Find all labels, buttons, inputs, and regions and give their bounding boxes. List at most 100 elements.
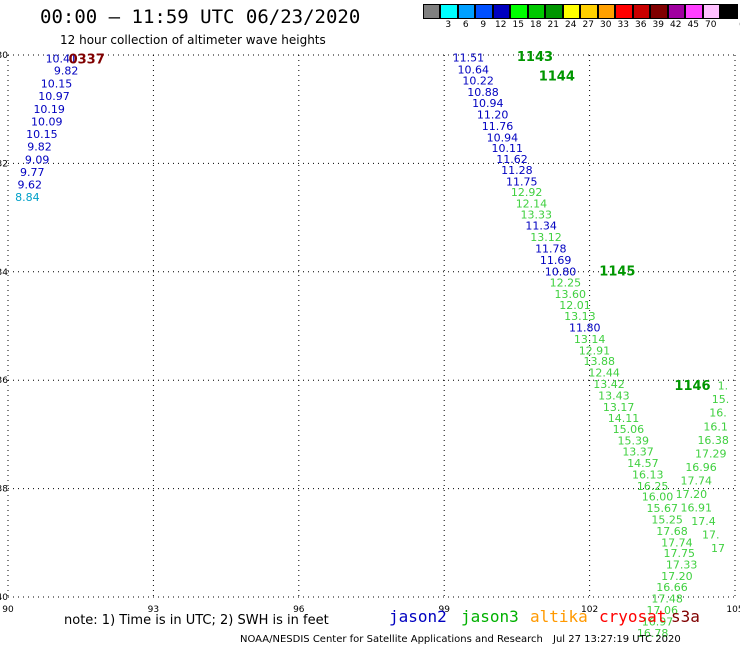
legend-label: 70 [705, 20, 717, 30]
legend-label: 9 [480, 20, 487, 30]
swh-value: 15.06 [613, 423, 645, 436]
legend-item: 21 [545, 4, 563, 30]
mission-s3a: s3a [671, 607, 700, 626]
swh-value: 17.33 [666, 558, 698, 571]
swh-value: 11.20 [477, 109, 509, 122]
swh-value: 13.42 [593, 378, 625, 391]
lat-tick-label: -34 [0, 268, 8, 278]
lat-tick-label: -30 [0, 51, 8, 61]
legend-label: 6 [462, 20, 469, 30]
swh-value: 13.13 [564, 310, 596, 323]
swh-value: 17 [711, 542, 725, 555]
mission-cryosat: cryosat [599, 607, 667, 626]
legend-swatch [597, 4, 615, 19]
swh-value: 13.33 [521, 208, 553, 221]
pass-time-label: 1146 [674, 379, 710, 394]
legend-item: 45 [685, 4, 703, 30]
credit-text: NOAA/NESDIS Center for Satellite Applica… [240, 634, 543, 645]
mission-altika: altika [530, 607, 588, 626]
swh-value: 11.69 [540, 254, 572, 267]
legend-item: 12 [492, 4, 510, 30]
swh-value: 12.01 [559, 299, 591, 312]
legend-swatch [720, 4, 738, 19]
legend-label: 24 [565, 20, 577, 30]
swh-value: 16.13 [632, 469, 664, 482]
swh-value: 17. [702, 529, 720, 542]
legend-item: 15 [510, 4, 528, 30]
page-subtitle: 12 hour collection of altimeter wave hei… [60, 33, 326, 47]
swh-value: 11.34 [525, 220, 557, 233]
legend-swatch [702, 4, 720, 19]
credit-date: Jul 27 13:27:19 UTC 2020 [553, 634, 681, 645]
swh-value: 14.11 [608, 412, 640, 425]
lat-tick-label: -38 [0, 485, 8, 495]
swh-value: 10.15 [41, 78, 73, 91]
legend-item [422, 4, 440, 30]
legend-label: 42 [670, 20, 682, 30]
legend-label: 45 [687, 20, 699, 30]
mission-jason2: jason2 [389, 607, 447, 626]
wave-height-values: 10.419.8210.1510.9710.1910.0910.159.829.… [15, 52, 729, 640]
legend-swatch [440, 4, 458, 19]
swh-value: 10.19 [33, 103, 65, 116]
swh-value: 9.62 [18, 179, 43, 192]
swh-value: 13.37 [622, 446, 654, 459]
swh-value: 10.88 [467, 86, 499, 99]
swh-value: 16. [709, 407, 727, 420]
legend-item: 36 [632, 4, 650, 30]
legend-item: 42 [667, 4, 685, 30]
swh-value: 17.29 [695, 447, 727, 460]
swh-value: 10.22 [462, 74, 494, 87]
legend-swatch [667, 4, 685, 19]
swh-value: 9.77 [20, 166, 45, 179]
legend-label: 36 [635, 20, 647, 30]
swh-value: 12.44 [588, 367, 620, 380]
lon-tick-label: 102 [581, 605, 598, 615]
legend-label: 3 [445, 20, 452, 30]
lon-tick-label: 93 [148, 605, 159, 615]
legend-label: 30 [600, 20, 612, 30]
footer-note: note: 1) Time is in UTC; 2) SWH is in fe… [64, 613, 329, 628]
swh-value: 10.64 [458, 64, 490, 77]
swh-value: 9.09 [25, 154, 50, 167]
swh-value: 16.97 [642, 615, 674, 628]
swh-value: 13.12 [530, 231, 562, 244]
legend-swatch [580, 4, 598, 19]
legend-label: 21 [547, 20, 559, 30]
swh-value: 17.75 [664, 547, 696, 560]
legend-swatch [650, 4, 668, 19]
lat-tick-label: -32 [0, 159, 8, 169]
swh-value: 11.78 [535, 242, 567, 255]
swh-value: 13.43 [598, 389, 630, 402]
legend-swatch [422, 4, 440, 19]
swh-value: 13.17 [603, 401, 635, 414]
legend-item: 30 [597, 4, 615, 30]
swh-value: 17.06 [647, 604, 679, 617]
swh-value: 16.96 [685, 461, 717, 474]
swh-value: 16.91 [680, 502, 712, 515]
swh-value: 16.1 [703, 420, 728, 433]
lat-lon-grid [7, 54, 736, 598]
swh-value: 17.68 [656, 525, 688, 538]
swh-value: 15.25 [651, 513, 683, 526]
swh-value: 10.80 [545, 265, 577, 278]
legend-label: 18 [530, 20, 542, 30]
swh-value: 13.60 [554, 288, 586, 301]
legend-item: 9 [475, 4, 493, 30]
legend-unit-label: (ft) [739, 20, 740, 30]
swh-value: 11.62 [496, 153, 528, 166]
legend-item: 24 [562, 4, 580, 30]
swh-value: 13.88 [584, 355, 616, 368]
swh-value: 16.38 [697, 434, 729, 447]
lat-tick-label: -36 [0, 376, 8, 386]
swh-value: 12.91 [579, 344, 611, 357]
lat-tick-label: -40 [0, 593, 8, 603]
swh-value: 9.82 [27, 141, 52, 154]
swh-value: 12.14 [516, 198, 548, 211]
lon-tick-label: 90 [2, 605, 14, 615]
swh-value: 15.67 [647, 502, 679, 515]
swh-value: 10.15 [26, 128, 58, 141]
swh-value: 16.78 [637, 627, 669, 640]
